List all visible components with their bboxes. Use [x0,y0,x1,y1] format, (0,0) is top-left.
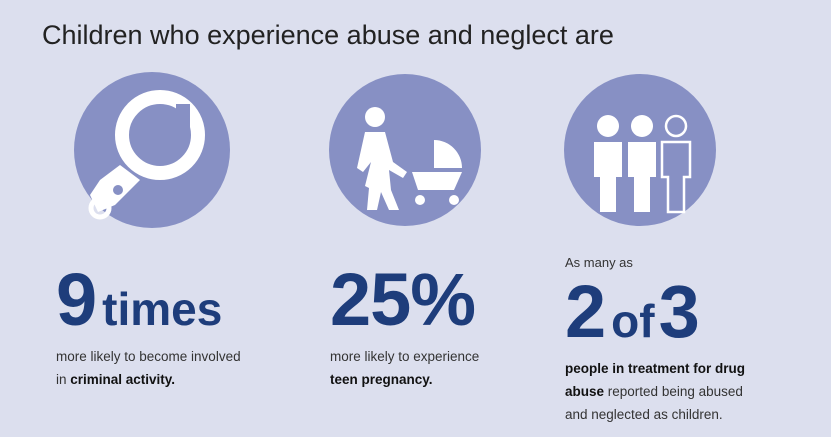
headline-part: of [611,295,655,347]
description: people in treatment for drug abuse report… [565,357,745,426]
bold-text: criminal activity. [70,372,176,387]
description-line: and neglected as children. [565,403,745,426]
headline: 25% [330,263,479,337]
description-line: people in treatment for drug [565,357,745,380]
headline-part: 25% [330,258,476,341]
description: more likely to experience teen pregnancy. [330,345,479,391]
bold-text: abuse [565,384,605,399]
stroller-icon [329,74,481,226]
text: in [56,372,71,387]
text: more likely to become involved [56,349,241,364]
text: more likely to experience [330,349,480,364]
people-icon [564,74,716,226]
description-line: teen pregnancy. [330,368,479,391]
headline-part: 2 [565,270,606,353]
description-line: abuse reported being abused [565,380,745,403]
headline-part: 3 [658,270,700,353]
stat-panel: 25% more likely to experience teen pregnan… [330,243,479,391]
intro-text: As many as [565,255,633,270]
title: Children who experience abuse and neglec… [42,20,614,50]
description-line: more likely to experience [330,345,479,368]
text: reported being abused [604,384,743,399]
text: and neglected as children. [565,407,723,422]
headline: 9 times [56,263,241,337]
bold-text: teen pregnancy. [330,372,433,387]
description-line: in criminal activity. [56,368,241,391]
description: more likely to become involved in crimina… [56,345,241,391]
headline-part: 9 [56,258,97,341]
stat-panel: As many as 2 of3 people in treatment for dr… [565,255,745,426]
headline-part: times [102,283,223,335]
headline: 2 of3 [565,275,745,349]
bold-text: people in treatment for drug [565,361,746,376]
handcuff-icon [74,72,230,228]
stat-panel: 9 times more likely to become involved in c… [56,243,241,391]
description-line: more likely to become involved [56,345,241,368]
